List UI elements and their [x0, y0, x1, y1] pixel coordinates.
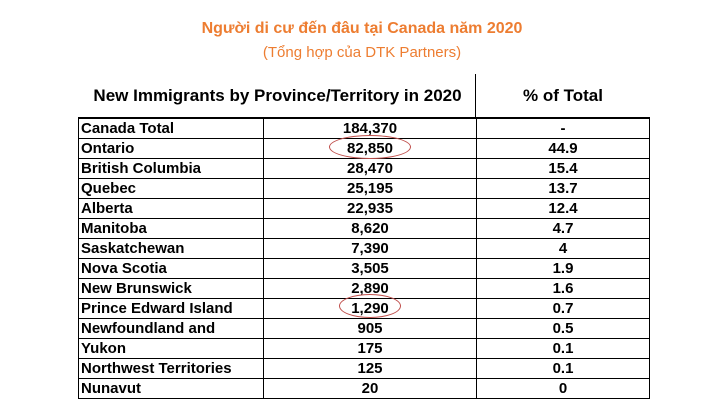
percent-cell: 44.9 — [476, 138, 650, 159]
table-header-row: New Immigrants by Province/Territory in … — [78, 74, 650, 119]
immigrants-cell: 184,370 — [263, 117, 477, 139]
percent-cell: 0.5 — [476, 318, 650, 339]
province-cell: Yukon — [78, 338, 264, 359]
province-cell: Alberta — [78, 198, 264, 219]
province-cell: Quebec — [78, 178, 264, 199]
header-province: New Immigrants by Province/Territory in … — [78, 74, 477, 119]
percent-cell: - — [476, 117, 650, 139]
province-cell: Prince Edward Island — [78, 298, 264, 319]
immigrants-cell: 28,470 — [263, 158, 477, 179]
province-cell: Newfoundland and — [78, 318, 264, 339]
percent-cell: 0 — [476, 378, 650, 399]
immigrants-cell: 7,390 — [263, 238, 477, 259]
immigration-table-container: New Immigrants by Province/Territory in … — [78, 74, 650, 399]
immigrants-cell: 22,935 — [263, 198, 477, 219]
table-row: Manitoba 8,620 4.7 — [78, 218, 650, 239]
province-cell: Ontario — [78, 138, 264, 159]
table-row: Saskatchewan 7,390 4 — [78, 238, 650, 259]
page-title: Người di cư đến đâu tại Canada năm 2020 — [201, 20, 523, 37]
percent-cell: 1.6 — [476, 278, 650, 299]
province-cell: Canada Total — [78, 117, 264, 139]
table-row: Quebec 25,195 13.7 — [78, 178, 650, 199]
table-row: New Brunswick 2,890 1.6 — [78, 278, 650, 299]
percent-cell: 0.1 — [476, 338, 650, 359]
table-row: Prince Edward Island 1,290 0.7 — [78, 298, 650, 319]
province-cell: Nova Scotia — [78, 258, 264, 279]
table-row: Nova Scotia 3,505 1.9 — [78, 258, 650, 279]
immigrants-cell: 8,620 — [263, 218, 477, 239]
table-row: Canada Total 184,370- — [78, 117, 650, 139]
percent-cell: 12.4 — [476, 198, 650, 219]
highlight-circle-ontario — [329, 135, 411, 159]
table-body: Canada Total 184,370- Ontario 82,850 44.9 Bri… — [78, 117, 650, 399]
province-cell: Manitoba — [78, 218, 264, 239]
table-row: Northwest Territories 125 0.1 — [78, 358, 650, 379]
percent-cell: 0.7 — [476, 298, 650, 319]
province-cell: Nunavut — [78, 378, 264, 399]
immigrants-cell: 3,505 — [263, 258, 477, 279]
header-percent: % of Total — [476, 74, 650, 119]
percent-cell: 0.1 — [476, 358, 650, 379]
table-row: British Columbia 28,470 15.4 — [78, 158, 650, 179]
immigrants-cell: 25,195 — [263, 178, 477, 199]
province-cell: Northwest Territories — [78, 358, 264, 379]
province-cell: British Columbia — [78, 158, 264, 179]
percent-cell: 4.7 — [476, 218, 650, 239]
immigrants-cell: 20 — [263, 378, 477, 399]
table-row: Newfoundland and 905 0.5 — [78, 318, 650, 339]
table-row: Nunavut 20 0 — [78, 378, 650, 399]
percent-cell: 1.9 — [476, 258, 650, 279]
highlight-circle-pei — [339, 294, 401, 318]
percent-cell: 13.7 — [476, 178, 650, 199]
table-row: Yukon 175 0.1 — [78, 338, 650, 359]
percent-cell: 15.4 — [476, 158, 650, 179]
immigrants-cell: 905 — [263, 318, 477, 339]
immigrants-cell: 125 — [263, 358, 477, 379]
percent-cell: 4 — [476, 238, 650, 259]
immigration-table: New Immigrants by Province/Territory in … — [78, 74, 650, 399]
page-subtitle: (Tổng hợp của DTK Partners) — [262, 44, 462, 61]
table-row: Alberta 22,935 12.4 — [78, 198, 650, 219]
immigrants-cell: 175 — [263, 338, 477, 359]
province-cell: New Brunswick — [78, 278, 264, 299]
province-cell: Saskatchewan — [78, 238, 264, 259]
